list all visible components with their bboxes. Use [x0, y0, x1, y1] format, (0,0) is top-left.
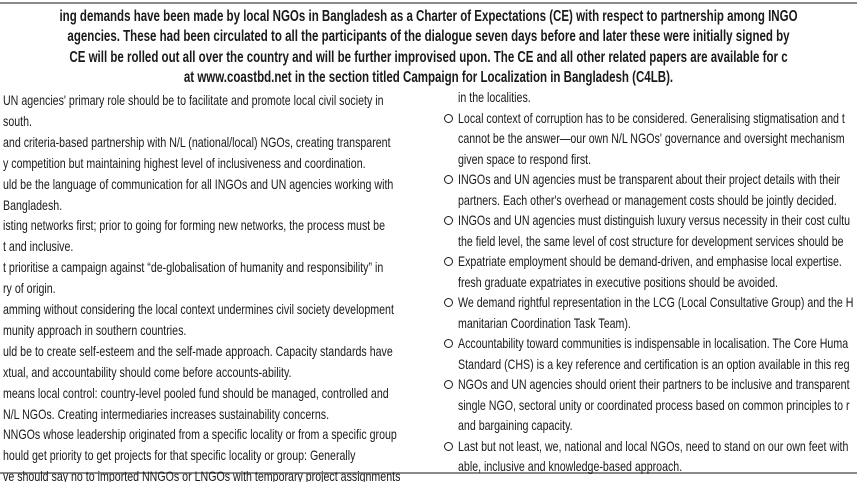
list-line: Accountability toward communities is ind… [458, 335, 849, 351]
list-line: hould get priority to get projects for t… [3, 447, 356, 464]
list-line: t and inclusive. [3, 238, 74, 255]
list-line: isting networks first; prior to going fo… [3, 217, 386, 234]
list-line: able, inclusive and knowledge-based appr… [458, 458, 683, 474]
list-line: given space to respond first. [458, 150, 592, 167]
list-line: Expatriate employment should be demand-d… [458, 253, 842, 269]
list-line: uld be to create self-esteem and the sel… [3, 342, 393, 359]
list-line: and bargaining capacity. [458, 417, 573, 433]
bullet [444, 257, 453, 266]
list-line: means local control: country-level poole… [3, 384, 389, 401]
list-line: y competition but maintaining highest le… [3, 154, 366, 171]
header-line: at www.coastbd.net in the section titled… [183, 68, 674, 86]
bullet [444, 113, 453, 123]
list-line: NGOs and UN agencies should orient their… [458, 376, 850, 392]
list-line: xtual, and accountability should come be… [3, 363, 292, 380]
list-line: UN agencies' primary role should be to f… [3, 92, 384, 108]
list-line: fresh graduate expatriates in executive … [458, 273, 778, 290]
list-line: Standard (CHS) is a key reference and ce… [458, 355, 850, 372]
left-column: UN agencies' primary role should be to f… [0, 0, 425, 482]
bullet [444, 298, 453, 307]
list-line: and criteria-based partnership with N/L … [3, 133, 391, 150]
bullet [444, 441, 453, 451]
list-line: Last but not least, we, national and loc… [458, 437, 849, 454]
list-line: cannot be the answer—our own N/L NGOs' g… [458, 130, 845, 146]
list-line: N/L NGOs. Creating intermediaries increa… [3, 405, 330, 422]
list-line: ve should say no to imported NNGOs or LN… [3, 468, 401, 482]
header-line: CE will be rolled out all over the count… [69, 48, 788, 66]
list-line: ry of origin. [3, 280, 56, 297]
header-line: agencies. These had been circulated to a… [67, 28, 790, 46]
list-line: partners. Each other's overhead or manag… [458, 191, 837, 208]
bullet [444, 339, 453, 348]
list-line: We demand rightful representation in the… [458, 294, 854, 310]
list-line: Local context of corruption has to be co… [458, 109, 845, 126]
list-line: uld be the language of communication for… [3, 175, 394, 192]
header-line: ing demands have been made by local NGOs… [59, 8, 798, 25]
list-line: Bangladesh. [3, 196, 63, 213]
list-line: INGOs and UN agencies must distinguish l… [458, 212, 851, 228]
list-line: munity approach in southern countries. [3, 321, 187, 338]
frame [0, 2, 857, 474]
bullet [444, 380, 453, 389]
list-line: in the localities. [458, 89, 531, 105]
list-line: south. [3, 112, 32, 129]
bullet [444, 216, 453, 225]
list-line: the field level, the same level of cost … [458, 232, 844, 249]
list-line: single NGO, sectoral unity or coordinate… [458, 396, 850, 413]
bullet [444, 175, 453, 184]
list-line: t prioritise a campaign against “de-glob… [3, 259, 384, 276]
list-line: INGOs and UN agencies must be transparen… [458, 171, 841, 187]
list-line: amming without considering the local con… [3, 301, 394, 317]
list-line: manitarian Coordination Task Team). [458, 314, 631, 331]
list-line: NNGOs whose leadership originated from a… [3, 426, 397, 443]
